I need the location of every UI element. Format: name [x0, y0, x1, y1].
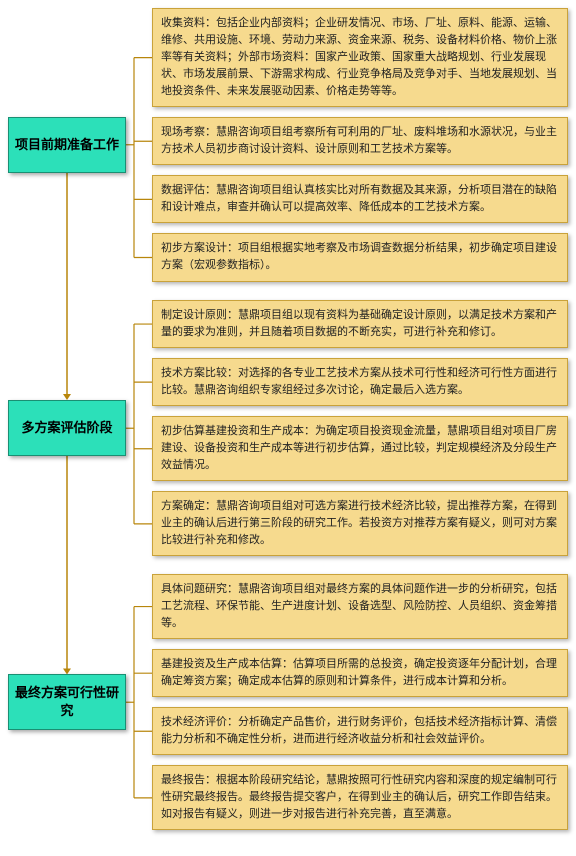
detail-list: 具体问题研究：慧鼎咨询项目组对最终方案的具体问题作进一步的分析研究，包括工艺流程…: [152, 574, 568, 830]
detail-list: 收集资料：包括企业内部资料；企业研发情况、市场、厂址、原料、能源、运输、维修、共…: [152, 8, 568, 282]
detail-box: 具体问题研究：慧鼎咨询项目组对最终方案的具体问题作进一步的分析研究，包括工艺流程…: [152, 574, 568, 639]
stage-title-box: 项目前期准备工作: [8, 117, 126, 173]
detail-box: 现场考察：慧鼎咨询项目组考察所有可利用的厂址、废料堆场和水源状况，与业主方技术人…: [152, 117, 568, 165]
bracket-connector: [126, 300, 152, 556]
stage-section: 多方案评估阶段 制定设计原则：慧鼎项目组以现有资料为基础确定设计原则，以满足技术方…: [8, 300, 568, 556]
detail-box: 初步方案设计：项目组根据实地考察及市场调查数据分析结果，初步确定项目建设方案（宏…: [152, 233, 568, 281]
detail-box: 技术经济评价：分析确定产品售价，进行财务评价，包括技术经济指标计算、清偿能力分析…: [152, 707, 568, 755]
detail-list: 制定设计原则：慧鼎项目组以现有资料为基础确定设计原则，以满足技术方案和产量的要求…: [152, 300, 568, 556]
detail-box: 初步估算基建投资和生产成本：为确定项目投资现金流量，慧鼎项目组对项目厂房建设、设…: [152, 416, 568, 481]
detail-box: 制定设计原则：慧鼎项目组以现有资料为基础确定设计原则，以满足技术方案和产量的要求…: [152, 300, 568, 348]
detail-box: 数据评估：慧鼎咨询项目组认真核实比对所有数据及其来源，分析项目潜在的缺陷和设计难…: [152, 175, 568, 223]
stage-section: 最终方案可行性研究具体问题研究：慧鼎咨询项目组对最终方案的具体问题作进一步的分析…: [8, 574, 568, 830]
detail-box: 收集资料：包括企业内部资料；企业研发情况、市场、厂址、原料、能源、运输、维修、共…: [152, 8, 568, 107]
flowchart-root: 项目前期准备工作收集资料：包括企业内部资料；企业研发情况、市场、厂址、原料、能源…: [8, 8, 568, 830]
stage-title-box: 多方案评估阶段: [8, 400, 126, 456]
detail-box: 方案确定：慧鼎咨询项目组对可选方案进行技术经济比较，提出推荐方案，在得到业主的确…: [152, 491, 568, 556]
detail-box: 技术方案比较：对选择的各专业工艺技术方案从技术可行性和经济可行性方面进行比较。慧…: [152, 358, 568, 406]
stage-title-box: 最终方案可行性研究: [8, 674, 126, 730]
bracket-connector: [126, 8, 152, 282]
bracket-connector: [126, 574, 152, 830]
detail-box: 最终报告：根据本阶段研究结论，慧鼎按照可行性研究内容和深度的规定编制可行性研究最…: [152, 765, 568, 830]
detail-box: 基建投资及生产成本估算：估算项目所需的总投资，确定投资逐年分配计划，合理确定筹资…: [152, 649, 568, 697]
stage-section: 项目前期准备工作收集资料：包括企业内部资料；企业研发情况、市场、厂址、原料、能源…: [8, 8, 568, 282]
